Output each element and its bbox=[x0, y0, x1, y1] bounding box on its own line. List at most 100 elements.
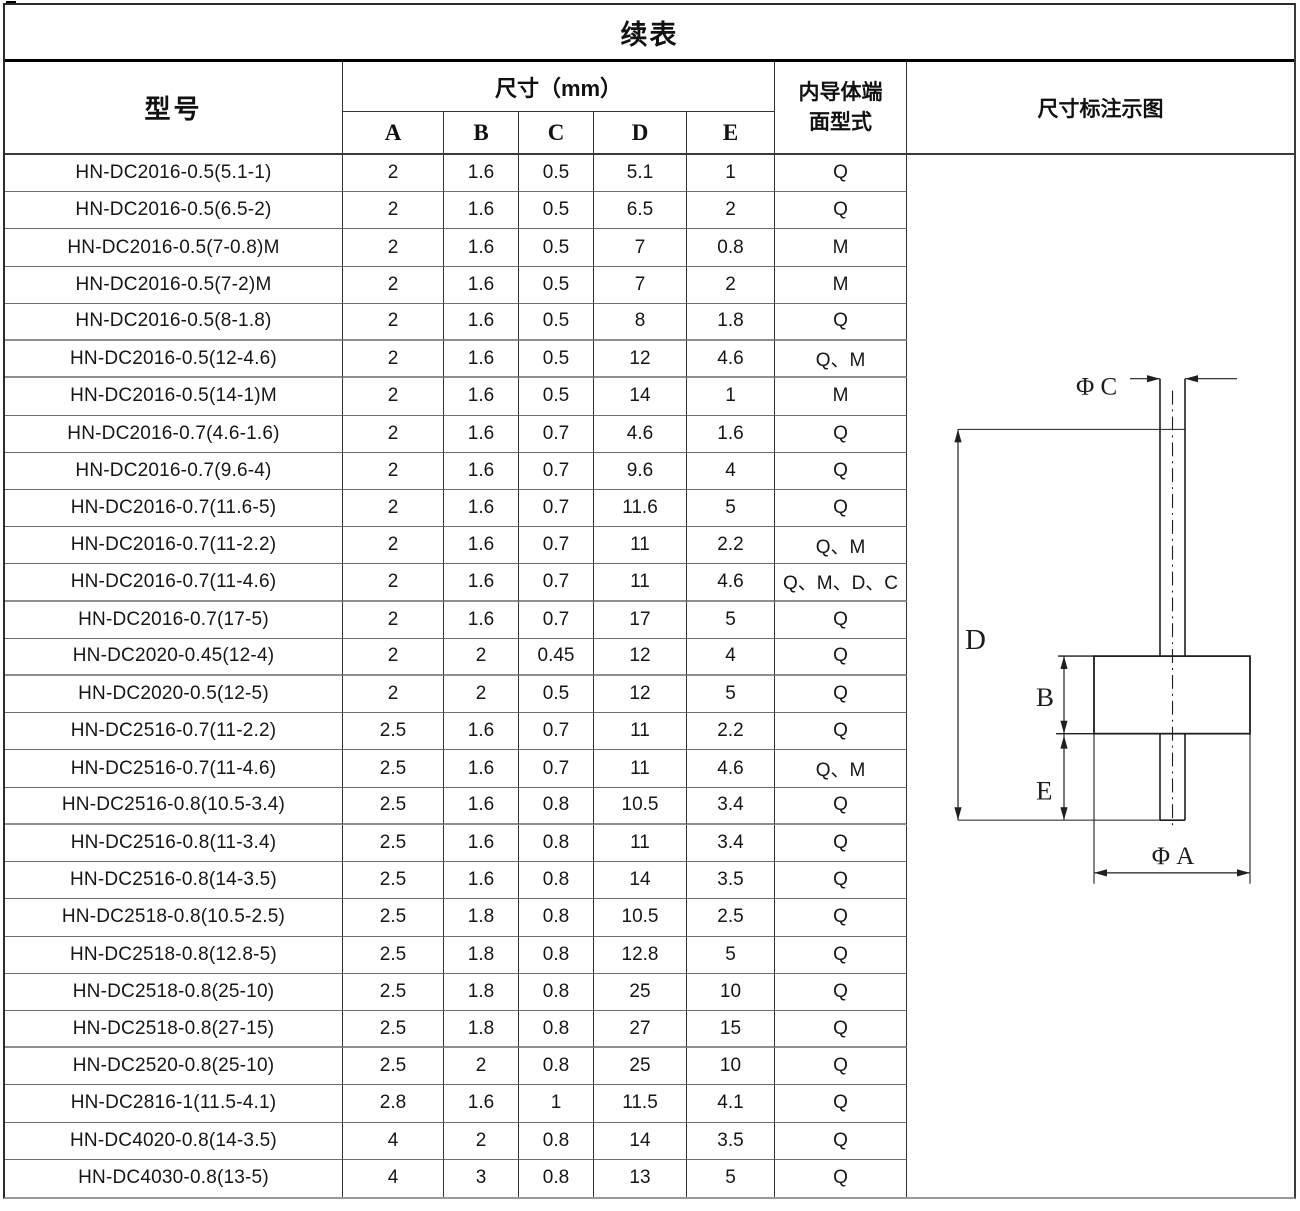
dim-a-cell: 4 bbox=[343, 1159, 444, 1197]
model-cell: HN-DC2016-0.5(7-0.8)M bbox=[5, 229, 343, 267]
column-header-dim-c: C bbox=[519, 112, 594, 155]
dim-e-cell: 4 bbox=[687, 452, 775, 490]
dim-a-cell: 2 bbox=[343, 564, 444, 602]
model-cell: HN-DC2518-0.8(27-15) bbox=[5, 1010, 343, 1049]
dim-b-cell: 2 bbox=[444, 676, 519, 714]
dim-b-cell: 1.6 bbox=[444, 862, 519, 900]
dim-e-cell: 1.8 bbox=[687, 303, 775, 342]
dim-b-cell: 1.6 bbox=[444, 378, 519, 416]
conductor-type-cell: Q bbox=[775, 713, 907, 751]
dim-e-cell: 3.4 bbox=[687, 824, 775, 863]
conductor-type-cell: Q bbox=[775, 638, 907, 676]
dim-d-cell: 14 bbox=[594, 378, 687, 416]
dim-d-cell: 17 bbox=[594, 601, 687, 639]
dim-d-cell: 14 bbox=[594, 1122, 687, 1160]
label-phi-a: Φ A bbox=[1152, 843, 1195, 870]
dim-b-cell: 1.8 bbox=[444, 899, 519, 937]
conductor-type-cell: Q、M bbox=[775, 527, 907, 565]
dimension-diagram: Φ C D B E Φ A bbox=[954, 374, 1251, 884]
model-cell: HN-DC2518-0.8(12.8-5) bbox=[5, 936, 343, 974]
dim-a-cell: 2.5 bbox=[343, 787, 444, 825]
conductor-type-cell: Q bbox=[775, 676, 907, 714]
conductor-type-cell: M bbox=[775, 229, 907, 267]
dim-a-cell: 2 bbox=[343, 229, 444, 267]
model-cell: HN-DC2520-0.8(25-10) bbox=[5, 1048, 343, 1086]
dim-e-cell: 2.2 bbox=[687, 713, 775, 751]
model-cell: HN-DC2016-0.5(14-1)M bbox=[5, 378, 343, 416]
dim-b-cell: 1.8 bbox=[444, 936, 519, 974]
dim-e-cell: 15 bbox=[687, 1010, 775, 1049]
dim-a-cell: 2.5 bbox=[343, 1010, 444, 1049]
dim-e-cell: 5 bbox=[687, 936, 775, 974]
dim-b-cell: 1.6 bbox=[444, 787, 519, 825]
dim-a-cell: 2.5 bbox=[343, 936, 444, 974]
dim-c-cell: 0.7 bbox=[519, 415, 594, 453]
dim-e-cell: 0.8 bbox=[687, 229, 775, 267]
dim-b-cell: 1.6 bbox=[444, 713, 519, 751]
dim-c-cell: 0.7 bbox=[519, 564, 594, 602]
model-cell: HN-DC2516-0.7(11-4.6) bbox=[5, 750, 343, 788]
conductor-type-cell: M bbox=[775, 378, 907, 416]
dim-e-cell: 2 bbox=[687, 192, 775, 230]
dim-e-cell: 3.5 bbox=[687, 862, 775, 900]
dim-b-cell: 1.8 bbox=[444, 973, 519, 1011]
dim-a-cell: 2 bbox=[343, 676, 444, 714]
dim-c-cell: 0.7 bbox=[519, 452, 594, 490]
dim-a-cell: 2 bbox=[343, 601, 444, 639]
model-cell: HN-DC2016-0.7(11.6-5) bbox=[5, 489, 343, 528]
dim-b-cell: 1.6 bbox=[444, 415, 519, 453]
model-cell: HN-DC2016-0.7(4.6-1.6) bbox=[5, 415, 343, 453]
dim-b-cell: 1.6 bbox=[444, 564, 519, 602]
conductor-header-line1: 内导体端 bbox=[798, 81, 883, 105]
dim-b-cell: 1.6 bbox=[444, 750, 519, 788]
dim-d-cell: 8 bbox=[594, 303, 687, 342]
column-header-dim-e: E bbox=[687, 112, 775, 155]
model-cell: HN-DC2016-0.5(6.5-2) bbox=[5, 192, 343, 230]
dim-d-cell: 11 bbox=[594, 564, 687, 602]
conductor-type-cell: Q bbox=[775, 787, 907, 825]
model-cell: HN-DC2518-0.8(25-10) bbox=[5, 973, 343, 1011]
dim-b-cell: 1.6 bbox=[444, 489, 519, 528]
dim-c-cell: 0.8 bbox=[519, 862, 594, 900]
dim-e-cell: 1.6 bbox=[687, 415, 775, 453]
dim-a-cell: 2 bbox=[343, 415, 444, 453]
dim-c-cell: 0.8 bbox=[519, 936, 594, 974]
dim-d-cell: 10.5 bbox=[594, 899, 687, 937]
dimension-diagram-cell: Φ C D B E Φ A bbox=[907, 155, 1294, 1197]
column-header-dimensions-group: 尺寸（mm） bbox=[343, 62, 775, 112]
model-cell: HN-DC2016-0.5(8-1.8) bbox=[5, 303, 343, 342]
dim-e-cell: 3.4 bbox=[687, 787, 775, 825]
dim-d-cell: 11 bbox=[594, 713, 687, 751]
label-e: E bbox=[1036, 775, 1052, 805]
dim-b-cell: 1.6 bbox=[444, 229, 519, 267]
model-cell: HN-DC2516-0.8(10.5-3.4) bbox=[5, 787, 343, 825]
dim-a-cell: 2.5 bbox=[343, 713, 444, 751]
dim-c-cell: 0.8 bbox=[519, 1159, 594, 1197]
conductor-type-cell: Q bbox=[775, 192, 907, 230]
dim-b-cell: 1.6 bbox=[444, 1085, 519, 1123]
model-cell: HN-DC4030-0.8(13-5) bbox=[5, 1159, 343, 1197]
dim-b-cell: 1.6 bbox=[444, 527, 519, 565]
dim-c-cell: 0.7 bbox=[519, 713, 594, 751]
dim-d-cell: 5.1 bbox=[594, 155, 687, 193]
conductor-type-cell: Q bbox=[775, 973, 907, 1011]
dimension-arrows bbox=[954, 375, 1250, 877]
table-title: 续表 bbox=[5, 5, 1294, 62]
label-b: B bbox=[1036, 682, 1054, 712]
conductor-type-cell: Q、M bbox=[775, 750, 907, 788]
dim-d-cell: 12 bbox=[594, 676, 687, 714]
dim-d-cell: 11 bbox=[594, 824, 687, 863]
dim-c-cell: 0.8 bbox=[519, 1122, 594, 1160]
dim-a-cell: 2 bbox=[343, 192, 444, 230]
dim-a-cell: 2.5 bbox=[343, 750, 444, 788]
dim-b-cell: 1.6 bbox=[444, 341, 519, 379]
model-cell: HN-DC4020-0.8(14-3.5) bbox=[5, 1122, 343, 1160]
dim-a-cell: 2 bbox=[343, 155, 444, 193]
column-header-dim-b: B bbox=[444, 112, 519, 155]
dim-e-cell: 2 bbox=[687, 266, 775, 304]
model-cell: HN-DC2020-0.45(12-4) bbox=[5, 638, 343, 676]
dim-e-cell: 4.6 bbox=[687, 750, 775, 788]
dim-c-cell: 0.5 bbox=[519, 378, 594, 416]
dim-d-cell: 4.6 bbox=[594, 415, 687, 453]
dim-d-cell: 11.6 bbox=[594, 489, 687, 528]
